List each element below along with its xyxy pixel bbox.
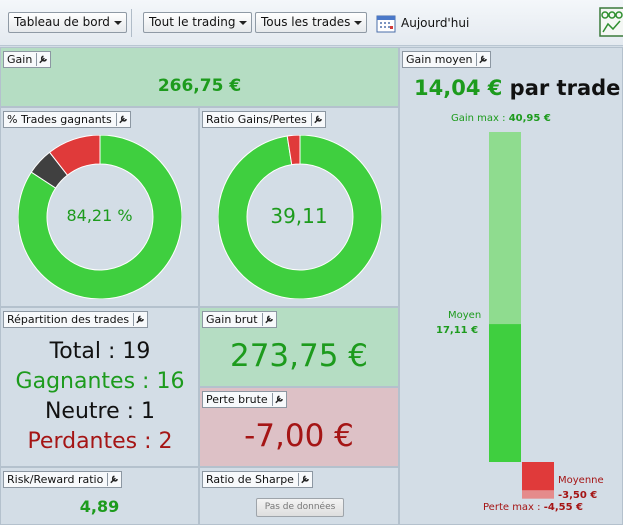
repartition-panel: Répartition des trades Total : 19 Gagnan…: [0, 307, 199, 467]
max-gain-value: 40,95 €: [508, 113, 551, 124]
repartition-title: Répartition des trades: [7, 313, 130, 326]
chevron-down-icon: [354, 21, 363, 25]
wrench-icon[interactable]: [310, 113, 324, 126]
avg-gain-suffix: par trade: [509, 76, 621, 100]
ratio-panel: Ratio Gains/Pertes 39,11: [199, 107, 399, 307]
risk-reward-tag[interactable]: Risk/Reward ratio: [3, 471, 123, 488]
risk-reward-panel: Risk/Reward ratio 4,89: [0, 467, 199, 525]
sharpe-panel: Ratio de Sharpe Pas de données: [199, 467, 399, 525]
risk-reward-value: 4,89: [79, 497, 120, 516]
neutral-line: Neutre : 1: [44, 399, 156, 424]
avg-gain-headline: 14,04 € par trade: [414, 76, 620, 100]
ratio-tag[interactable]: Ratio Gains/Pertes: [202, 111, 326, 128]
trades-filter-dropdown[interactable]: Tous les trades: [255, 12, 368, 33]
max-loss-label: Perte max :: [483, 502, 541, 513]
gross-loss-value: -7,00 €: [244, 418, 354, 454]
gross-gain-title: Gain brut: [206, 313, 258, 326]
losing-count: 2: [158, 429, 173, 454]
risk-reward-title: Risk/Reward ratio: [7, 473, 104, 486]
win-rate-title: % Trades gagnants: [7, 113, 112, 126]
gross-loss-title: Perte brute: [206, 393, 268, 406]
repartition-tag[interactable]: Répartition des trades: [3, 311, 149, 328]
win-rate-panel: % Trades gagnants 84,21 %: [0, 107, 199, 307]
ratio-value: 39,11: [270, 204, 328, 228]
gain-panel: Gain 266,75 €: [0, 47, 399, 107]
max-gain-label: Gain max :: [451, 113, 506, 124]
ratio-donut: [218, 135, 382, 299]
max-gain-text: Gain max : 40,95 €: [451, 113, 551, 124]
avg-gain-bars: [489, 132, 554, 499]
total-count: 19: [122, 339, 151, 364]
bar-mean-gain: [489, 324, 521, 462]
avg-gain-tag[interactable]: Gain moyen: [402, 51, 492, 68]
win-rate-donut: [18, 135, 182, 299]
slice-gains: [218, 135, 382, 299]
avg-gain-title: Gain moyen: [406, 53, 473, 66]
wrench-icon[interactable]: [476, 53, 489, 66]
wrench-icon[interactable]: [271, 393, 285, 406]
neutral-label: Neutre: [44, 399, 120, 424]
avg-gain-value: 14,04 €: [414, 76, 503, 100]
mean-loss-caption: Moyenne: [558, 475, 604, 486]
avg-gain-panel: Gain moyen 14,04 € par trade Gain max : …: [399, 47, 623, 525]
dashboard-dropdown-label: Tableau de bord: [14, 15, 110, 29]
gain-title: Gain: [7, 53, 33, 66]
wrench-icon[interactable]: [107, 473, 120, 486]
sharpe-tag[interactable]: Ratio de Sharpe: [202, 471, 313, 488]
report-icon[interactable]: [598, 6, 623, 38]
wrench-icon[interactable]: [261, 313, 275, 326]
trades-filter-label: Tous les trades: [261, 15, 351, 29]
win-rate-tag[interactable]: % Trades gagnants: [3, 111, 131, 128]
calendar-icon: [376, 15, 396, 33]
mean-gain-value: 17,11 €: [436, 325, 479, 336]
losing-label: Perdantes: [27, 429, 138, 454]
losing-line: Perdantes : 2: [27, 429, 173, 454]
dashboard-dropdown[interactable]: Tableau de bord: [8, 12, 127, 33]
wrench-icon[interactable]: [115, 113, 129, 126]
max-loss-text: Perte max : -4,55 €: [483, 502, 583, 513]
win-rate-value: 84,21 %: [66, 206, 133, 225]
toolbar-separator: [131, 9, 132, 37]
max-loss-value: -4,55 €: [543, 502, 583, 513]
trading-filter-dropdown[interactable]: Tout le trading: [143, 12, 253, 33]
gain-tag[interactable]: Gain: [3, 51, 52, 68]
wrench-icon[interactable]: [297, 473, 311, 486]
chevron-down-icon: [239, 21, 248, 25]
slice-losing: [48, 135, 101, 176]
wrench-icon[interactable]: [36, 53, 49, 66]
winning-count: 16: [156, 369, 185, 394]
gross-gain-panel: Gain brut 273,75 €: [199, 307, 399, 387]
winning-line: Gagnantes : 16: [15, 369, 185, 394]
chevron-down-icon: [113, 21, 122, 25]
mean-gain-caption: Moyen: [448, 310, 482, 321]
total-line: Total : 19: [49, 339, 151, 364]
gross-loss-tag[interactable]: Perte brute: [202, 391, 287, 408]
gain-value: 266,75 €: [157, 76, 242, 96]
bar-mean-loss: [522, 462, 554, 491]
neutral-count: 1: [141, 399, 156, 424]
total-label: Total: [49, 339, 101, 364]
trading-filter-label: Tout le trading: [149, 15, 236, 29]
toolbar: Tableau de bord Tout le trading Tous les…: [0, 0, 623, 46]
winning-label: Gagnantes: [15, 369, 136, 394]
gross-gain-value: 273,75 €: [229, 338, 369, 374]
no-data-button[interactable]: Pas de données: [256, 498, 344, 517]
mean-loss-value: -3,50 €: [558, 490, 598, 501]
gross-gain-tag[interactable]: Gain brut: [202, 311, 277, 328]
slice-winning: [18, 135, 182, 299]
slice-losses: [286, 135, 301, 166]
sharpe-title: Ratio de Sharpe: [206, 473, 294, 486]
wrench-icon[interactable]: [133, 313, 146, 326]
today-label: Aujourd'hui: [401, 16, 470, 30]
gross-loss-panel: Perte brute -7,00 €: [199, 387, 399, 467]
ratio-title: Ratio Gains/Pertes: [206, 113, 307, 126]
